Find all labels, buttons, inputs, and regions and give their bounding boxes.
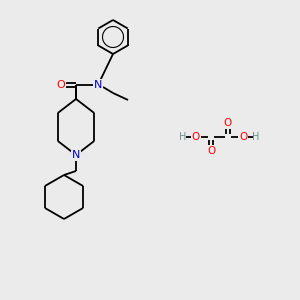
Text: O: O: [192, 132, 200, 142]
Text: H: H: [179, 132, 187, 142]
Text: H: H: [252, 132, 260, 142]
Text: N: N: [94, 80, 102, 90]
Text: O: O: [57, 80, 65, 90]
Text: O: O: [224, 118, 232, 128]
Text: O: O: [239, 132, 247, 142]
Text: N: N: [72, 150, 80, 160]
Text: O: O: [207, 146, 215, 156]
